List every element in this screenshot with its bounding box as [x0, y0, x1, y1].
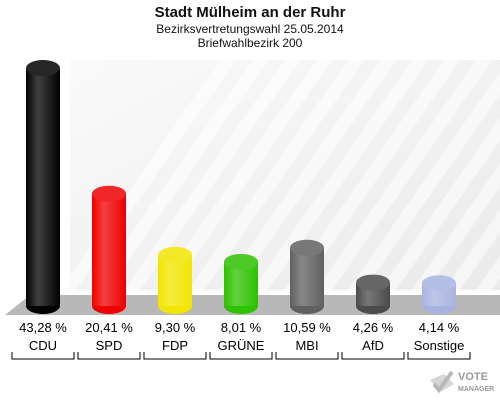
category-bracket	[275, 352, 339, 360]
chart-title: Stadt Mülheim an der Ruhr	[154, 4, 346, 21]
bar-cap	[422, 275, 456, 292]
backdrop-stripe	[220, 60, 396, 290]
backdrop-stripe	[412, 163, 500, 290]
bar-body	[26, 68, 60, 306]
category-label: Sonstige	[414, 338, 465, 353]
value-label: 8,01 %	[221, 320, 262, 335]
backdrop-stripe	[476, 255, 500, 290]
backdrop-stripe	[188, 60, 364, 290]
bar-body	[92, 193, 126, 306]
bar-body	[290, 247, 324, 306]
chart-subtitle-district: Briefwahlbezirk 200	[197, 36, 303, 50]
value-label: 4,26 %	[353, 320, 394, 335]
bar-sonstige	[422, 275, 456, 314]
category-label: CDU	[29, 338, 57, 353]
ballot-check-icon	[430, 370, 454, 394]
category-bracket	[143, 352, 207, 360]
backdrop-stripe	[380, 117, 500, 290]
bar-mbi	[290, 239, 324, 314]
category-bracket	[407, 352, 471, 360]
backdrop-stripe	[444, 209, 500, 290]
category-bracket	[209, 352, 273, 360]
category-label: AfD	[362, 338, 384, 353]
bar-cap	[224, 253, 258, 270]
vote-manager-logo: VOTE MANAGER	[430, 370, 494, 394]
labels-group: 43,28 % CDU 20,41 % SPD 9,30 % FDP 8,01 % GRÜNE…	[11, 320, 471, 360]
value-label: 9,30 %	[155, 320, 196, 335]
category-label: GRÜNE	[218, 338, 265, 353]
backdrop-stripe	[348, 71, 500, 290]
logo-text-manager: MANAGER	[458, 386, 494, 393]
bar-body	[158, 254, 192, 306]
bar-spd	[92, 185, 126, 314]
bar-cap	[290, 239, 324, 256]
value-label: 20,41 %	[85, 320, 133, 335]
category-bracket	[11, 352, 75, 360]
bar-fdp	[158, 246, 192, 314]
value-label: 4,14 %	[419, 320, 460, 335]
category-label: SPD	[96, 338, 123, 353]
bar-grüne	[224, 253, 258, 314]
backdrop-stripe	[124, 60, 300, 290]
backdrop-stripes	[60, 60, 500, 290]
category-label: FDP	[162, 338, 188, 353]
category-bracket	[77, 352, 141, 360]
bar-cap	[356, 274, 390, 291]
bars-group	[26, 60, 456, 314]
bar-cap	[158, 246, 192, 263]
backdrop-stripe	[252, 60, 428, 290]
logo-text-vote: VOTE	[458, 371, 488, 383]
backdrop-stripe	[316, 60, 492, 290]
category-bracket	[341, 352, 405, 360]
bar-cap	[92, 185, 126, 202]
category-label: MBI	[295, 338, 318, 353]
title-block: Stadt Mülheim an der Ruhr Bezirksvertret…	[0, 4, 500, 50]
bar-afd	[356, 274, 390, 314]
bar-cap	[26, 60, 60, 76]
value-label: 10,59 %	[283, 320, 331, 335]
value-label: 43,28 %	[19, 320, 67, 335]
bar-cdu	[26, 60, 60, 314]
backdrop-stripe	[92, 60, 268, 290]
chart-subtitle: Bezirksvertretungswahl 25.05.2014	[156, 22, 344, 36]
backdrop-stripe	[156, 60, 332, 290]
backdrop-stripe	[284, 60, 460, 290]
